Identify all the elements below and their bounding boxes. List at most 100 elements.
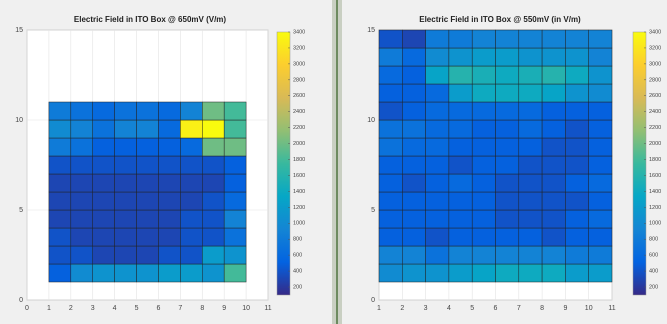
heat-cell	[588, 155, 613, 175]
heat-cell	[588, 263, 613, 283]
x-tick-label: 3	[91, 305, 95, 312]
heat-cell	[202, 119, 225, 139]
colorbar-label: 2800	[649, 77, 661, 83]
heat-cell	[541, 119, 566, 139]
colorbar-label: 3000	[293, 61, 305, 67]
heat-cell	[48, 155, 72, 175]
heat-cell	[425, 263, 450, 283]
heat-cell	[158, 227, 181, 247]
heat-cell	[448, 155, 473, 175]
colorbar-label: 2200	[649, 125, 661, 131]
heat-cell	[136, 209, 159, 229]
x-tick-label: 8	[200, 305, 204, 312]
colorbar-label: 3400	[649, 29, 661, 35]
heat-cell	[425, 173, 450, 193]
heat-cell	[70, 227, 93, 247]
heat-cell	[565, 227, 589, 247]
heat-cell	[223, 173, 247, 193]
y-tick-label: 15	[15, 27, 23, 34]
heat-cell	[541, 209, 566, 229]
heat-cell	[588, 83, 613, 103]
heat-cell	[565, 119, 589, 139]
heat-cell	[48, 245, 72, 265]
x-tick-label: 0	[25, 305, 29, 312]
x-tick-label: 4	[447, 305, 451, 312]
x-tick-label: 1	[47, 305, 51, 312]
heat-cell	[518, 209, 543, 229]
heat-cell	[202, 209, 225, 229]
heat-cell	[114, 173, 137, 193]
heat-cell	[378, 29, 403, 49]
heat-cell	[70, 119, 93, 139]
x-tick-label: 5	[470, 305, 474, 312]
heat-cell	[223, 209, 247, 229]
colorbar-label: 1800	[293, 157, 305, 163]
colorbar-label: 3200	[649, 45, 661, 51]
chart-title: Electric Field in ITO Box @ 650mV (V/m)	[74, 15, 226, 24]
heat-cell	[402, 209, 426, 229]
heat-cell	[518, 65, 543, 85]
heat-cell	[565, 263, 589, 283]
heat-cell	[471, 83, 496, 103]
heat-cell	[136, 173, 159, 193]
heat-cell	[541, 65, 566, 85]
heat-cell	[114, 191, 137, 211]
heat-cell	[471, 29, 496, 49]
colorbar-label: 200	[649, 284, 658, 290]
heat-cell	[541, 101, 566, 121]
heat-cell	[425, 137, 450, 157]
heat-cell	[471, 101, 496, 121]
heat-cell	[378, 47, 403, 67]
heat-cell	[114, 137, 137, 157]
heat-cell	[425, 29, 450, 49]
x-tick-label: 1	[377, 305, 381, 312]
heat-cell	[136, 137, 159, 157]
heat-cell	[565, 65, 589, 85]
heat-cell	[565, 101, 589, 121]
heat-cell	[92, 155, 115, 175]
heat-cell	[158, 263, 181, 283]
heat-cell	[565, 83, 589, 103]
x-tick-label: 7	[178, 305, 182, 312]
heat-cell	[565, 155, 589, 175]
heat-cell	[448, 173, 473, 193]
heat-cell	[471, 191, 496, 211]
heat-cell	[202, 155, 225, 175]
heat-cell	[114, 263, 137, 283]
heat-cell	[425, 191, 450, 211]
heat-cell	[402, 155, 426, 175]
heat-cell	[114, 155, 137, 175]
heat-cell	[588, 119, 613, 139]
heat-cell	[402, 137, 426, 157]
x-tick-label: 9	[563, 305, 567, 312]
heat-cell	[448, 191, 473, 211]
heat-cell	[180, 101, 203, 121]
heat-cell	[541, 263, 566, 283]
heat-cell	[495, 29, 520, 49]
heat-cell	[425, 155, 450, 175]
heat-cell	[136, 263, 159, 283]
heat-cell	[114, 245, 137, 265]
heat-cell	[518, 155, 543, 175]
heat-cell	[425, 119, 450, 139]
heat-cell	[495, 227, 520, 247]
heat-cell	[202, 227, 225, 247]
heat-cell	[448, 209, 473, 229]
colorbar-label: 3200	[293, 45, 305, 51]
heat-cell	[70, 263, 93, 283]
heat-cell	[180, 155, 203, 175]
heat-cell	[223, 137, 247, 157]
heat-cell	[541, 173, 566, 193]
heat-cell	[518, 191, 543, 211]
heat-cell	[495, 65, 520, 85]
heat-cell	[92, 209, 115, 229]
heat-cell	[588, 101, 613, 121]
heat-cell	[70, 209, 93, 229]
heat-cell	[448, 245, 473, 265]
colorbar-label: 2400	[293, 109, 305, 115]
heat-cell	[180, 263, 203, 283]
colorbar	[632, 31, 647, 296]
heat-cell	[448, 263, 473, 283]
heat-cell	[378, 173, 403, 193]
